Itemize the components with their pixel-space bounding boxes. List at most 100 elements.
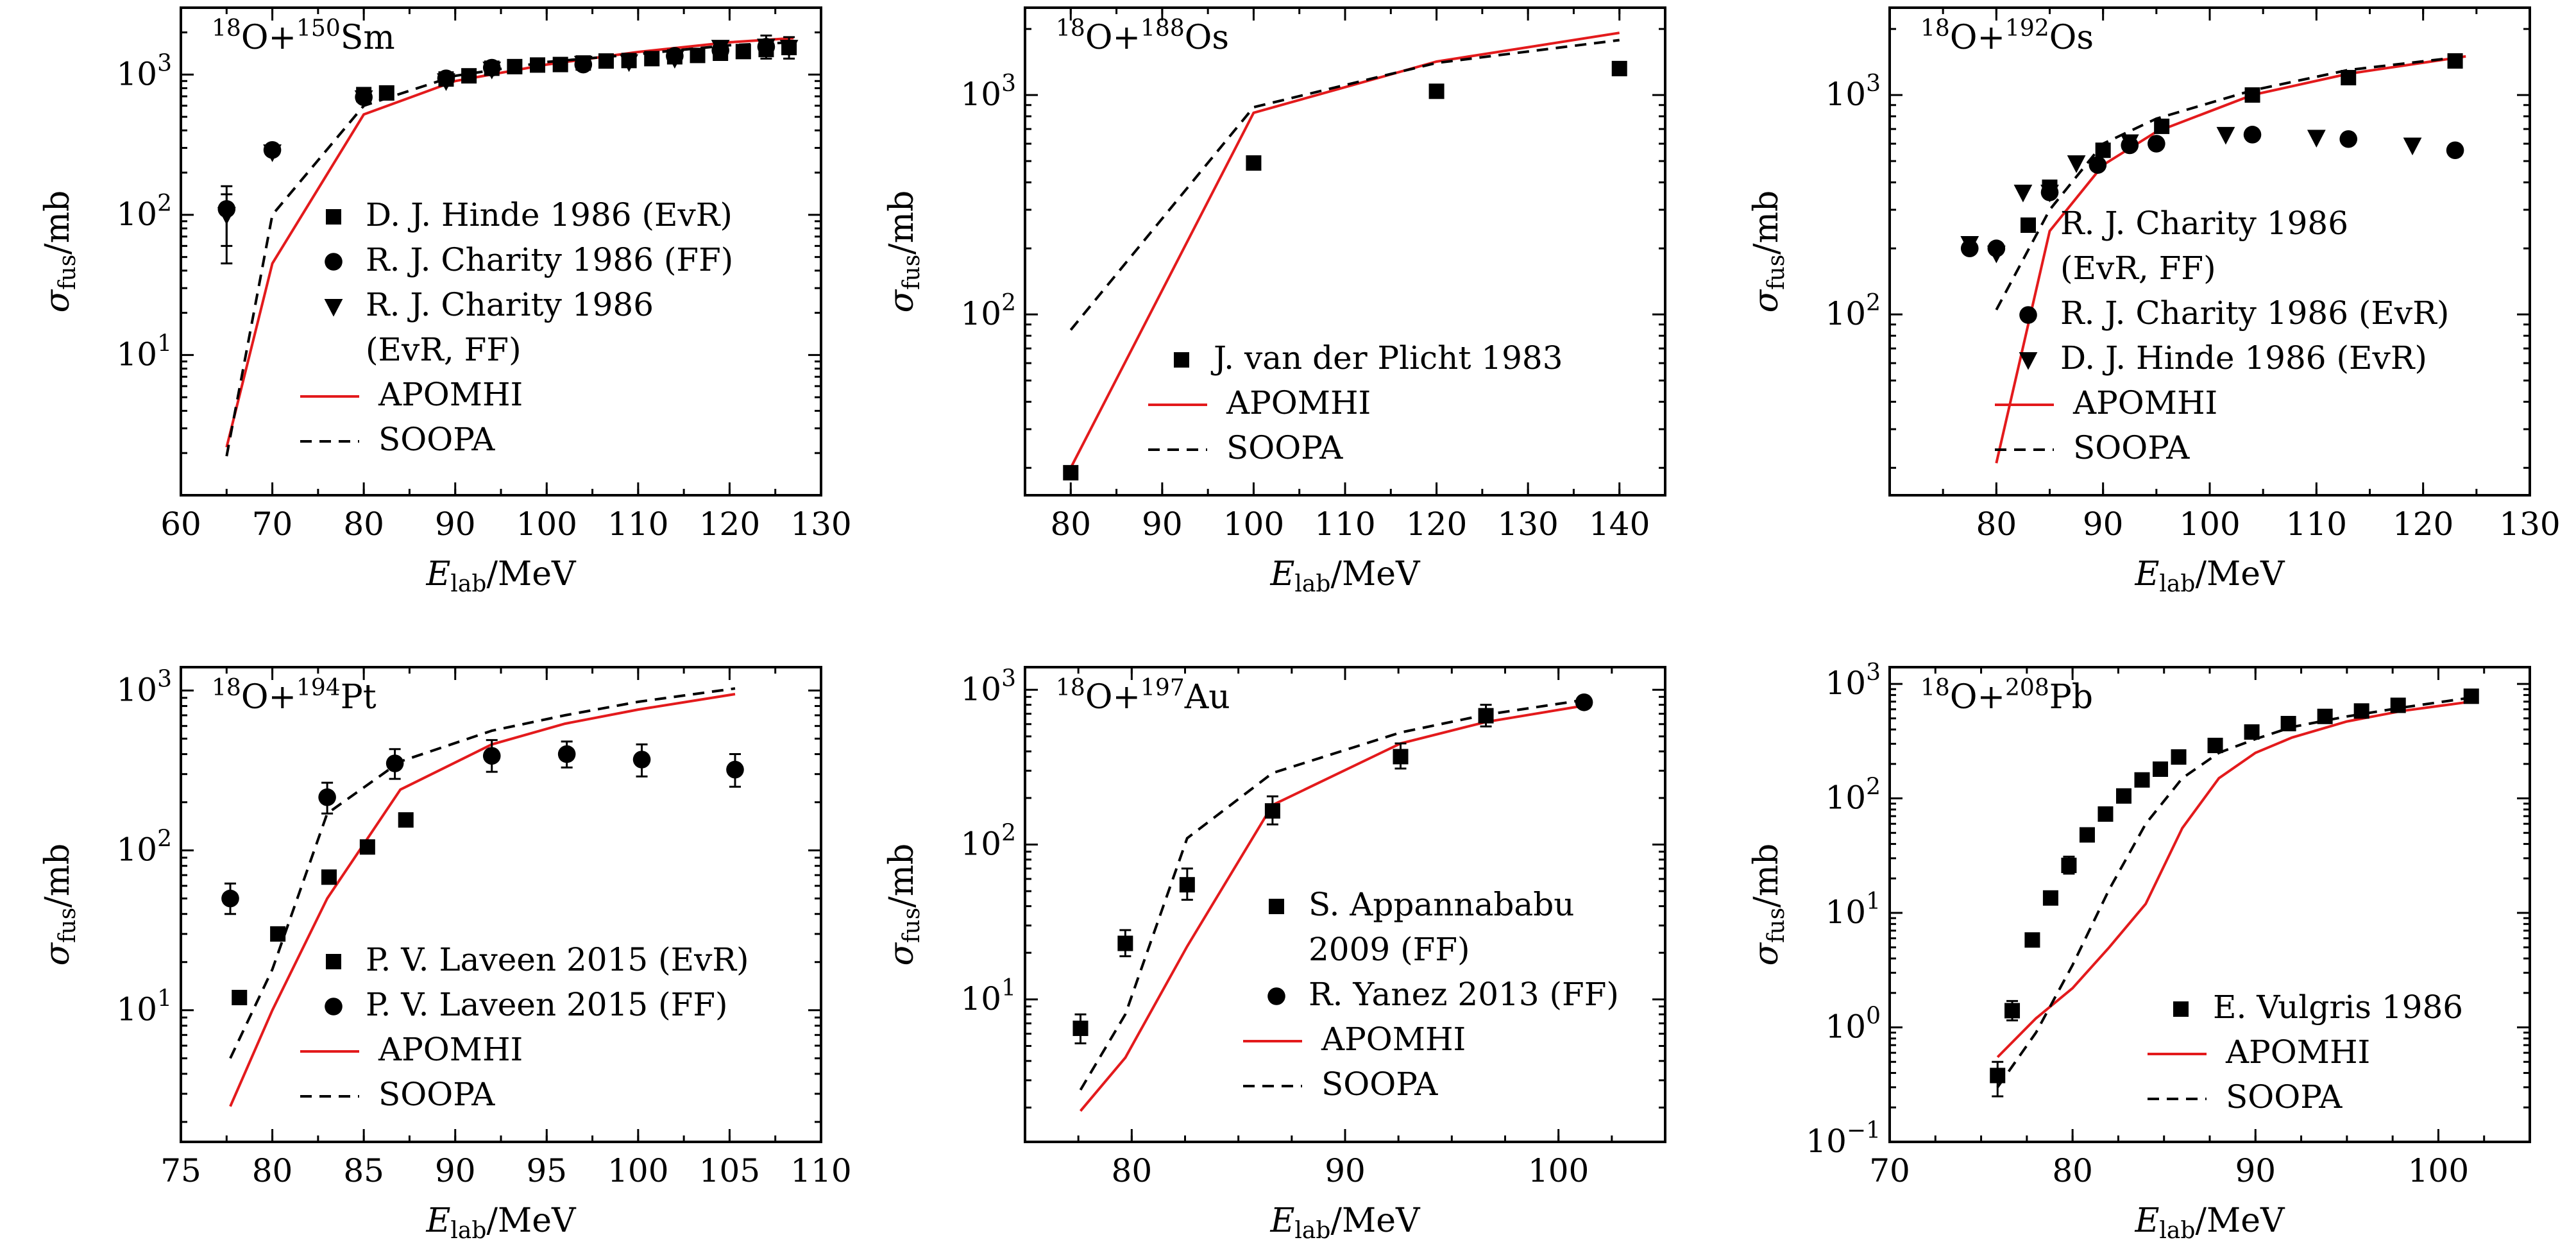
legend-marker-circle (325, 253, 343, 271)
x-tick-label: 100 (1528, 1152, 1589, 1189)
legend-marker-triangle (324, 299, 343, 317)
x-tick-label: 110 (1314, 506, 1375, 543)
data-point-square (2079, 827, 2095, 843)
data-point-circle (221, 889, 239, 908)
data-point-square (2463, 688, 2479, 704)
y-tick-label: 100 (1825, 1003, 1881, 1046)
x-tick-label: 85 (343, 1152, 384, 1189)
panel-title: 18O+188Os (1056, 15, 1229, 57)
x-tick-label: 90 (2235, 1152, 2276, 1189)
data-point-square (2154, 118, 2170, 134)
data-point-triangle (665, 51, 684, 69)
legend-label: SOOPA (2073, 429, 2190, 466)
x-tick-label: 60 (160, 506, 201, 543)
apomhi-line (1069, 31, 1620, 469)
y-axis-label: σfus/mb (1747, 844, 1790, 966)
data-point-square (1063, 464, 1079, 480)
data-point-square (2134, 772, 2150, 788)
data-point-square (2061, 857, 2077, 873)
x-tick-label: 130 (790, 506, 851, 543)
data-point-circle (557, 745, 576, 763)
data-point-square (598, 53, 614, 69)
legend-label: SOOPA (378, 1076, 495, 1113)
data-point-square (1246, 155, 1262, 171)
legend-marker-square (326, 209, 341, 225)
data-point-square (270, 926, 286, 942)
data-point-circle (386, 754, 404, 772)
data-point-triangle (779, 40, 799, 58)
y-tick-label: 103 (1825, 659, 1881, 702)
data-point-square (378, 85, 394, 101)
legend-marker-square (326, 954, 341, 969)
legend-label: S. Appannababu (1309, 886, 1574, 923)
y-tick-label: 102 (960, 290, 1016, 332)
legend-marker-triangle (2019, 352, 2038, 370)
legend-label: R. Yanez 2013 (FF) (1309, 976, 1619, 1013)
panel-title: 18O+208Pb (1920, 675, 2093, 717)
x-tick-label: 100 (1223, 506, 1284, 543)
legend-label: APOMHI (2072, 384, 2217, 421)
x-tick-label: 130 (1497, 506, 1558, 543)
y-tick-label: 102 (1825, 290, 1881, 332)
x-tick-label: 110 (2286, 506, 2347, 543)
data-point-circle (2243, 126, 2262, 144)
x-tick-label: 80 (343, 506, 384, 543)
data-point-triangle (437, 73, 455, 91)
x-tick-label: 110 (607, 506, 668, 543)
x-tick-label: 100 (2408, 1152, 2469, 1189)
legend: R. J. Charity 1986 (EvR, FF) R. J. Charity… (1995, 205, 2449, 466)
legend-label: APOMHI (1321, 1021, 1466, 1058)
legend-label: P. V. Laveen 2015 (EvR) (366, 941, 749, 978)
data-point-square (2341, 70, 2357, 86)
apomhi-line (1996, 700, 2472, 1058)
legend-label: R. J. Charity 1986 (EvR) (2060, 294, 2449, 332)
plot-frame (1024, 6, 1666, 497)
x-tick-label: 80 (1050, 506, 1091, 543)
y-axis-label: σfus/mb (1747, 191, 1790, 313)
data-point-triangle (711, 40, 730, 58)
x-tick-label: 90 (435, 506, 476, 543)
x-tick-label: 90 (2083, 506, 2124, 543)
legend-marker-square (1174, 352, 1189, 368)
x-tick-label: 80 (1976, 506, 2017, 543)
y-tick-label: 103 (116, 666, 172, 708)
legend-label: APOMHI (378, 376, 523, 413)
x-tick-label: 120 (2393, 506, 2453, 543)
plot-frame (180, 666, 822, 1143)
data-point-triangle (482, 62, 502, 80)
legend-label: APOMHI (1226, 384, 1371, 421)
x-axis-label: Elab/MeV (425, 1202, 577, 1244)
x-tick-label: 90 (1142, 506, 1183, 543)
data-point-triangle (573, 55, 593, 74)
y-tick-label: 103 (960, 71, 1016, 113)
legend-marker-circle (325, 998, 343, 1016)
chart-panel-1: 60 70 80 90 100 110 120 130 101 102 103 Elab/MeV σfu… (38, 6, 852, 597)
x-tick-label: 100 (2179, 506, 2240, 543)
data-point-square (644, 51, 660, 67)
y-tick-label: 102 (116, 826, 172, 869)
data-point-square (2244, 87, 2260, 103)
data-point-square (2153, 761, 2169, 777)
legend-label: SOOPA (1226, 429, 1343, 466)
chart-panel-5: 80 90 100 101 102 103 Elab/MeV σfus/mb 18O+197Au… (883, 665, 1666, 1244)
data-point-square (530, 57, 546, 73)
data-point-square (1428, 83, 1445, 99)
legend: S. Appannababu 2009 (FF) R. Yanez 2013 (FF… (1243, 886, 1619, 1103)
data-point-square (735, 44, 751, 60)
legend-label: E. Vulgris 1986 (2213, 989, 2463, 1026)
y-axis-label: σfus/mb (38, 844, 81, 966)
legend-label: APOMHI (2225, 1033, 2370, 1071)
data-point-triangle (354, 90, 373, 108)
x-tick-label: 105 (699, 1152, 760, 1189)
data-point-square (2207, 738, 2223, 754)
x-tick-label: 70 (252, 506, 293, 543)
y-tick-label: 101 (116, 986, 172, 1028)
data-point-square (552, 56, 568, 72)
legend-label: APOMHI (378, 1031, 523, 1068)
data-point-square (2004, 1003, 2021, 1019)
y-tick-label: 102 (960, 820, 1016, 863)
data-point-square (461, 68, 477, 84)
legend-label: D. J. Hinde 1986 (EvR) (366, 196, 733, 234)
data-point-triangle (620, 54, 638, 72)
